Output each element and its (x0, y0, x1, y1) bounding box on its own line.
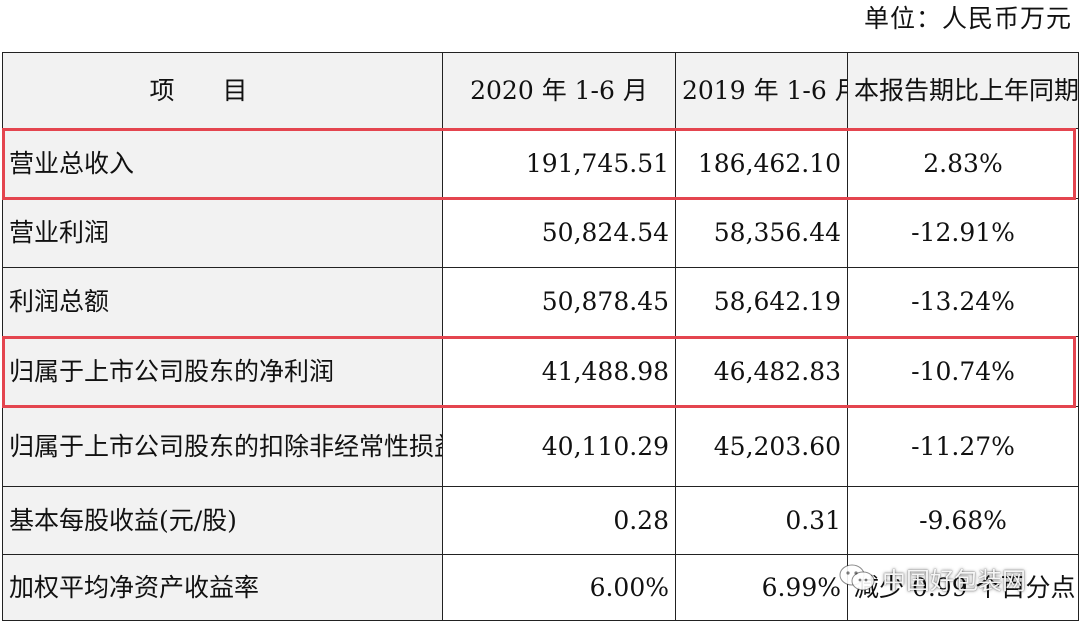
table-row: 营业总收入 191,745.51 186,462.10 2.83% (2, 128, 1079, 199)
value-2020: 41,488.98 (442, 336, 676, 407)
value-2020: 0.28 (442, 486, 676, 555)
row-label: 加权平均净资产收益率 (2, 554, 443, 621)
value-2019: 0.31 (675, 486, 848, 555)
value-change: -10.74% (847, 336, 1079, 407)
table-header-row: 项目 2020 年 1-6 月 2019 年 1-6 月 本报告期比上年同期增减 (2, 52, 1079, 129)
table-row: 营业利润 50,824.54 58,356.44 -12.91% (2, 198, 1079, 268)
value-2020: 50,824.54 (442, 198, 676, 268)
header-2019-h1: 2019 年 1-6 月 (675, 52, 848, 129)
value-2020: 191,745.51 (442, 128, 676, 199)
value-2019: 58,642.19 (675, 267, 848, 337)
row-label: 营业总收入 (2, 128, 443, 199)
value-2020: 40,110.29 (442, 406, 676, 487)
row-label: 归属于上市公司股东的扣除非经常性损益净利润 (2, 406, 443, 487)
table-row: 利润总额 50,878.45 58,642.19 -13.24% (2, 267, 1079, 337)
unit-label: 单位：人民币万元 (863, 4, 1072, 33)
value-change: -9.68% (847, 486, 1079, 555)
value-2019: 45,203.60 (675, 406, 848, 487)
value-change: -11.27% (847, 406, 1079, 487)
row-label: 基本每股收益(元/股) (2, 486, 443, 555)
table-row: 归属于上市公司股东的扣除非经常性损益净利润 40,110.29 45,203.6… (2, 406, 1079, 487)
row-label: 归属于上市公司股东的净利润 (2, 336, 443, 407)
table-row: 归属于上市公司股东的净利润 41,488.98 46,482.83 -10.74… (2, 336, 1079, 407)
value-2020: 50,878.45 (442, 267, 676, 337)
table-row: 基本每股收益(元/股) 0.28 0.31 -9.68% (2, 486, 1079, 555)
value-change: 2.83% (847, 128, 1079, 199)
row-label: 营业利润 (2, 198, 443, 268)
value-2019: 58,356.44 (675, 198, 848, 268)
table-row: 加权平均净资产收益率 6.00% 6.99% 减少 0.99 个百分点 (2, 554, 1079, 621)
value-2019: 186,462.10 (675, 128, 848, 199)
header-yoy-change: 本报告期比上年同期增减 (847, 52, 1079, 129)
header-2020-h1: 2020 年 1-6 月 (442, 52, 676, 129)
value-2020: 6.00% (442, 554, 676, 621)
watermark-text: 中国好包装网 (882, 566, 1026, 595)
value-change: -12.91% (847, 198, 1079, 268)
value-2019: 46,482.83 (675, 336, 848, 407)
value-change: 减少 0.99 个百分点 (847, 554, 1079, 621)
header-item: 项目 (2, 52, 443, 129)
watermark: 中国好包装网 (838, 558, 1078, 598)
financial-summary-table: 项目 2020 年 1-6 月 2019 年 1-6 月 本报告期比上年同期增减… (2, 52, 1079, 621)
value-change: -13.24% (847, 267, 1079, 337)
wechat-logo-icon (839, 564, 875, 591)
row-label: 利润总额 (2, 267, 443, 337)
value-2019: 6.99% (675, 554, 848, 621)
